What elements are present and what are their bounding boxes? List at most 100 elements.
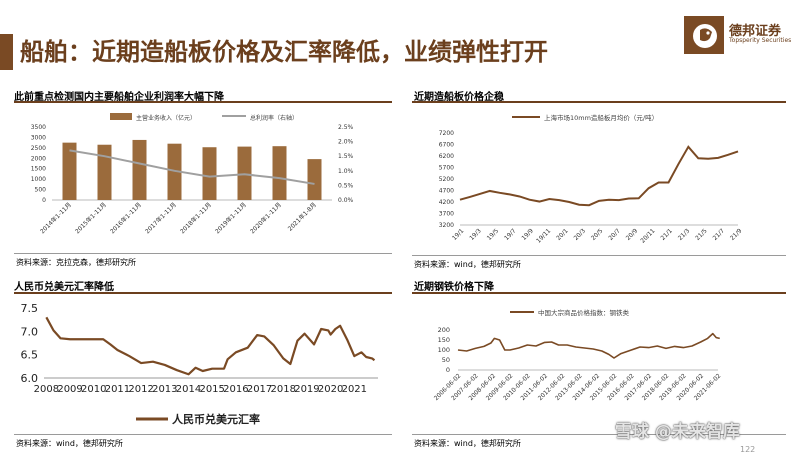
x-tick-label: 2008 [34, 384, 59, 395]
chart-ship-plate-price: 上海市场10mm造船板月均价（元/吨） 3200 3700 4200 4700 5200 5… [412, 103, 786, 253]
y-tick-label: 5700 [439, 165, 454, 172]
legend-label-margin: 总利润率（右轴） [250, 114, 298, 122]
brand-name-en: Topsperity Securities [729, 37, 791, 44]
legend-label-rate: 人民币兑美元汇率 [172, 412, 260, 426]
panel3-bottom-rule [14, 434, 392, 435]
x-tick-label: 2015年1-11月 [73, 201, 108, 236]
y-tick-label: 6200 [439, 153, 454, 160]
x-tick-label: 2011 [105, 384, 130, 395]
x-tick-label: 2020 [318, 384, 343, 395]
y-tick-label: 200 [438, 326, 450, 334]
x-tick-label: 19/3 [468, 227, 483, 242]
y-tick-label: 7.5 [21, 302, 39, 315]
line-exchange-rate [46, 317, 374, 374]
y-tick-label: 6700 [439, 142, 454, 149]
y-left-tick-label: 0 [42, 197, 46, 204]
x-tick-label: 2017年1-11月 [143, 201, 178, 236]
x-tick-label: 2020年1-11月 [248, 201, 283, 236]
x-tick-label: 19/1 [451, 227, 466, 242]
y-tick-label: 150 [438, 336, 450, 344]
x-tick-label: 2014 [176, 384, 201, 395]
y-right-tick-label: 0.0% [338, 197, 354, 204]
y-tick-label: 7.0 [21, 325, 39, 338]
x-tick-label: 2013 [152, 384, 177, 395]
y-tick-label: 4200 [439, 199, 454, 206]
x-tick-label: 2018 [271, 384, 296, 395]
y-left-tick-label: 1500 [31, 166, 46, 173]
y-left-tick-label: 1000 [31, 176, 46, 183]
x-tick-label: 2021年1-8月 [286, 201, 318, 233]
x-tick-label: 20/1 [555, 227, 570, 242]
bar-revenue [98, 145, 112, 200]
panel1-source: 资料来源：克拉克森，德邦研究所 [16, 257, 136, 268]
y-tick-label: 3700 [439, 211, 454, 218]
x-tick-label: 21/1 [659, 227, 674, 242]
x-tick-label: 20/7 [607, 227, 622, 242]
line-plate-price [460, 147, 738, 205]
x-tick-label: 20/9 [625, 227, 640, 242]
y-left-tick-label: 3500 [31, 124, 46, 131]
x-tick-label: 2010 [81, 384, 106, 395]
y-tick-label: 4700 [439, 188, 454, 195]
x-tick-label: 2021 [342, 384, 367, 395]
y-tick-label: 6.5 [21, 349, 39, 362]
x-tick-label: 19/9 [520, 227, 535, 242]
y-tick-label: 5200 [439, 176, 454, 183]
x-tick-label: 21/5 [694, 227, 709, 242]
y-right-tick-label: 2.5% [338, 124, 354, 131]
panel1-bottom-rule [14, 253, 392, 254]
y-right-tick-label: 2.0% [338, 139, 354, 146]
line-steel-index [458, 334, 720, 358]
x-tick-label: 2016 [223, 384, 248, 395]
x-tick-label: 2016年1-11月 [108, 201, 143, 236]
x-tick-label: 21/7 [712, 227, 727, 242]
x-tick-label: 20/11 [639, 227, 656, 244]
y-left-tick-label: 500 [35, 187, 47, 194]
y-right-tick-label: 1.0% [338, 168, 354, 175]
panel3-title: 人民币兑美元汇率降低 [14, 278, 114, 293]
y-right-tick-label: 1.5% [338, 153, 354, 160]
x-tick-label: 2009 [57, 384, 82, 395]
x-tick-label: 21/9 [729, 227, 744, 242]
panel2-bottom-rule [412, 255, 786, 256]
y-tick-label: 7200 [439, 130, 454, 137]
x-tick-label: 2017 [247, 384, 272, 395]
legend-label-plate: 上海市场10mm造船板月均价（元/吨） [544, 113, 658, 122]
y-tick-label: 3200 [439, 222, 454, 229]
y-right-tick-label: 0.5% [338, 182, 354, 189]
y-left-tick-label: 2500 [31, 145, 46, 152]
x-tick-label: 2012 [128, 384, 153, 395]
x-tick-label: 21/3 [677, 227, 692, 242]
chart-profit-margin: 主营业务收入（亿元）总利润率（右轴）0500100015002000250030… [14, 103, 392, 251]
bar-revenue [203, 147, 217, 200]
y-left-tick-label: 2000 [31, 155, 46, 162]
legend-label-steel: 中国大宗商品价格指数：钢铁类 [538, 308, 630, 317]
bar-revenue [133, 140, 147, 200]
x-tick-label: 2014年1-11月 [38, 201, 73, 236]
bar-revenue [273, 146, 287, 200]
legend-swatch-revenue [110, 113, 132, 120]
title-accent-bar [0, 34, 13, 70]
y-tick-label: 50 [442, 356, 450, 364]
brand-logo-icon [684, 16, 724, 54]
panel4-source: 资料来源：wind，德邦研究所 [414, 438, 521, 449]
panel3-source: 资料来源：wind，德邦研究所 [16, 438, 123, 449]
x-tick-label: 19/5 [486, 227, 501, 242]
x-tick-label: 19/11 [535, 227, 552, 244]
page-title: 船舶：近期造船板价格及汇率降低，业绩弹性打开 [20, 34, 548, 70]
x-tick-label: 2019年1-11月 [213, 201, 248, 236]
x-tick-label: 20/5 [590, 227, 605, 242]
legend-label-revenue: 主营业务收入（亿元） [136, 114, 196, 122]
watermark: 雪球 @未来智库 [615, 417, 740, 442]
bar-revenue [308, 159, 322, 200]
x-tick-label: 2015 [199, 384, 224, 395]
x-tick-label: 20/3 [573, 227, 588, 242]
x-tick-label: 2019 [294, 384, 319, 395]
chart-steel-index: 中国大宗商品价格指数：钢铁类0501001502002006-06-022007… [412, 294, 786, 432]
x-tick-label: 19/7 [503, 227, 518, 242]
x-tick-label: 2018年1-11月 [178, 201, 213, 236]
y-tick-label: 0 [446, 366, 450, 374]
chart-rmb-usd: 6.06.57.07.52008200920102011201220132014… [8, 294, 394, 432]
panel2-source: 资料来源：wind，德邦研究所 [414, 259, 521, 270]
panel4-title: 近期钢铁价格下降 [414, 278, 494, 293]
